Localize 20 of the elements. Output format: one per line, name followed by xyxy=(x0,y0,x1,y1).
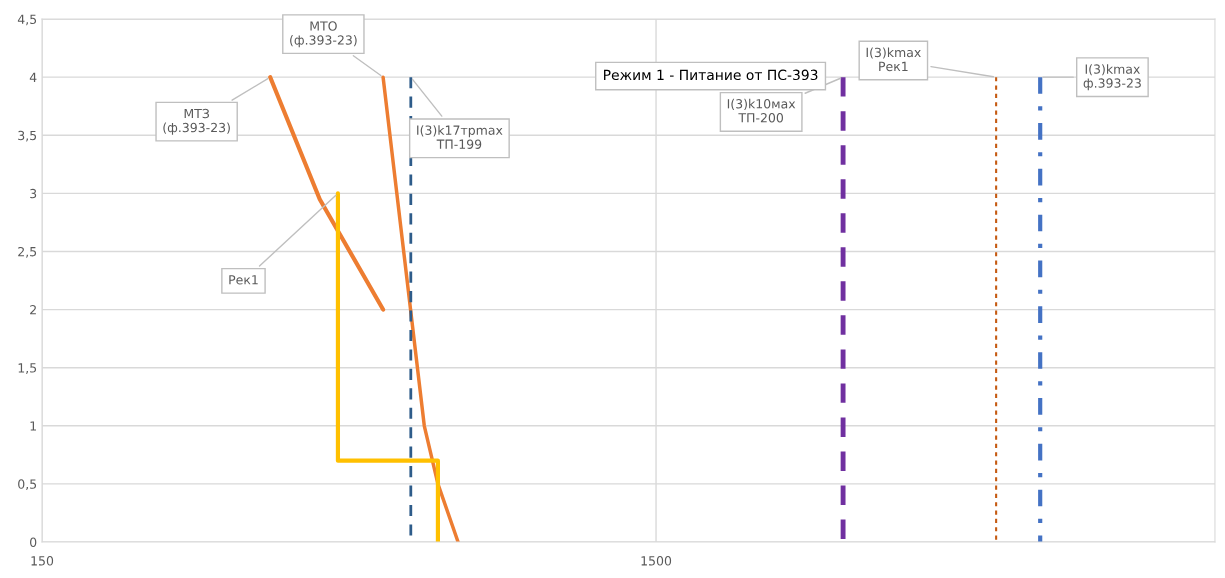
y-tick-label: 2,5 xyxy=(18,246,37,258)
text: Режим 1 - Питание от ПС-393 xyxy=(604,69,818,81)
annotation: I(3)k10мах ТП-200 xyxy=(727,98,796,123)
y-tick-label: 4,5 xyxy=(17,14,37,26)
y-tick-label: 2 xyxy=(30,305,36,315)
y-tick-label: 0 xyxy=(30,537,37,547)
y-tick-label: 1,5 xyxy=(18,363,37,374)
y-tick-label: 1 xyxy=(30,421,36,431)
annotation: МТЗ (ф.393-23) xyxy=(163,108,230,135)
x-tick-label: 1500 xyxy=(641,556,672,566)
y-tick-label: 3,5 xyxy=(18,130,37,142)
y-tick-label: 3 xyxy=(30,188,37,199)
annotation: МТО (ф.393-23) xyxy=(290,21,357,48)
annotation: I(3)kmax ф.393-23 xyxy=(1083,64,1141,91)
annotation: I(3)k17трmax ТП-199 xyxy=(417,125,503,149)
x-tick-label: 150 xyxy=(31,556,54,566)
y-tick-label: 4 xyxy=(29,72,37,82)
annotation: I(3)kmax Рек1 xyxy=(866,47,921,72)
y-tick-label: 0,5 xyxy=(18,479,37,491)
annotation: Рек1 xyxy=(229,275,258,285)
